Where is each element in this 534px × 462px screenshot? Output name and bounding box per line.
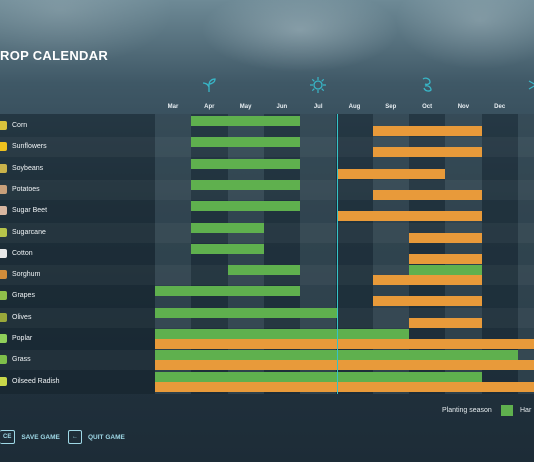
harvest-bar	[155, 360, 534, 371]
crop-icon	[0, 206, 7, 216]
crop-icon	[0, 312, 7, 322]
month-label: Jul	[313, 104, 323, 110]
planting-bar	[191, 137, 301, 148]
crop-name: Cotton	[12, 249, 33, 257]
crop-row: Oilseed Radish	[0, 372, 534, 392]
crop-icon	[0, 376, 7, 386]
month-label: Mar	[167, 104, 179, 110]
harvest-bar	[372, 189, 482, 200]
sprout-icon	[200, 76, 218, 94]
page-title: ROP CALENDAR	[0, 48, 109, 63]
harvest-bar	[409, 232, 482, 243]
month-label: Nov	[457, 104, 470, 110]
crop-name: Sugar Beet	[12, 207, 48, 215]
crop-icon	[0, 270, 7, 280]
planting-bar	[409, 265, 482, 276]
harvest-bar	[336, 211, 482, 222]
crop-row: Olives	[0, 307, 534, 328]
crop-icon	[0, 291, 7, 301]
month-label: Oct	[422, 104, 433, 110]
planting-bar	[155, 307, 337, 318]
crop-icon	[0, 163, 7, 173]
crop-name: Sorghum	[12, 271, 41, 279]
save-key-hint: CE	[0, 430, 16, 444]
crop-icon	[0, 355, 7, 365]
planting-bar	[191, 116, 301, 126]
planting-bar	[191, 243, 264, 254]
crop-name: Sugarcane	[12, 228, 46, 236]
crop-name: Soybeans	[12, 164, 44, 172]
save-game-label: SAVE GAME	[21, 433, 60, 441]
crop-row: Grapes	[0, 286, 534, 306]
planting-bar	[191, 179, 301, 190]
month-label: May	[239, 104, 252, 110]
harvest-bar	[372, 275, 482, 286]
quit-key-hint: ←	[68, 430, 82, 444]
legend-planting-label: Planting season	[442, 407, 492, 414]
month-label: Dec	[494, 104, 506, 110]
crop-name: Sunflowers	[12, 143, 47, 151]
harvest-bar	[409, 253, 482, 264]
crop-name: Poplar	[12, 335, 33, 342]
crop-icon	[0, 334, 7, 343]
harvest-bar	[336, 168, 446, 179]
crop-icon	[0, 227, 7, 237]
crop-row: Soybeans	[0, 159, 534, 179]
crop-icon	[0, 248, 7, 258]
crop-icon	[0, 184, 7, 194]
leaf-fall-icon	[418, 76, 436, 94]
crop-icon	[0, 121, 7, 130]
month-label: Apr	[204, 104, 215, 110]
crop-name: Corn	[12, 122, 28, 129]
planting-bar	[191, 158, 301, 169]
crop-icon	[0, 142, 7, 152]
quit-game-label: QUIT GAME	[88, 433, 125, 441]
planting-bar	[191, 201, 301, 212]
planting-bar	[155, 286, 301, 297]
planting-bar	[191, 222, 264, 233]
harvest-bar	[155, 381, 534, 392]
save-game-button[interactable]: CE SAVE GAME	[0, 430, 60, 444]
sun-icon	[309, 76, 327, 94]
harvest-bar	[155, 339, 534, 349]
month-label: Sep	[385, 104, 397, 110]
crop-name: Olives	[12, 313, 32, 321]
planting-bar	[155, 371, 482, 382]
harvest-bar	[372, 296, 482, 307]
month-label: Jun	[276, 104, 288, 110]
quit-game-button[interactable]: ← QUIT GAME	[68, 430, 125, 444]
crop-row: Sugarcane	[0, 222, 534, 243]
crop-row: Poplar	[0, 329, 534, 349]
legend-harvest-label: Har	[520, 407, 532, 414]
harvest-bar	[409, 317, 482, 328]
planting-bar	[155, 329, 410, 339]
current-date-marker	[336, 114, 338, 394]
crop-name: Grapes	[12, 292, 35, 300]
harvest-bar	[372, 147, 482, 158]
month-label: J	[518, 104, 534, 110]
legend-planting-swatch	[501, 405, 513, 416]
crop-name: Grass	[12, 356, 31, 364]
crop-row: Cotton	[0, 244, 534, 264]
crop-name: Potatoes	[12, 185, 40, 193]
crop-row: Corn	[0, 116, 534, 136]
harvest-bar	[372, 126, 482, 136]
month-label: Aug	[348, 104, 361, 110]
planting-bar	[227, 265, 301, 276]
snowflake-icon	[527, 76, 534, 94]
month-column	[518, 114, 534, 394]
crop-name: Oilseed Radish	[12, 377, 60, 385]
crop-row: Sugar Beet	[0, 201, 534, 221]
